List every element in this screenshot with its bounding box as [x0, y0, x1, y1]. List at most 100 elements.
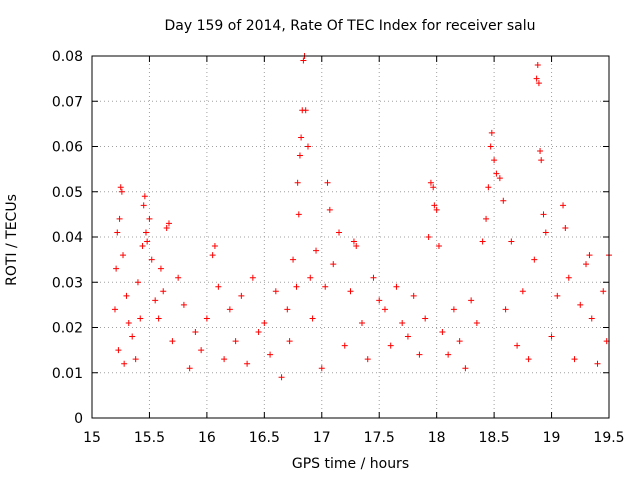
data-point: [226, 306, 233, 313]
data-point: [146, 215, 153, 222]
data-point: [137, 315, 144, 322]
x-tick-label: 19: [543, 430, 561, 446]
data-point: [435, 243, 442, 250]
data-point: [152, 297, 159, 304]
data-point: [132, 356, 139, 363]
data-point: [330, 261, 337, 268]
data-point: [322, 283, 329, 290]
data-point: [198, 347, 205, 354]
data-point: [192, 329, 199, 336]
data-point: [115, 347, 122, 354]
data-point: [341, 342, 348, 349]
data-point: [295, 211, 302, 218]
data-point: [272, 288, 279, 295]
data-point: [336, 229, 343, 236]
data-point: [376, 297, 383, 304]
data-point: [261, 319, 268, 326]
data-point: [111, 306, 118, 313]
data-point: [120, 252, 127, 259]
data-point: [302, 107, 309, 114]
data-point: [430, 184, 437, 191]
data-point: [318, 365, 325, 372]
data-point: [232, 338, 239, 345]
data-point: [456, 338, 463, 345]
data-point: [508, 238, 515, 245]
data-point: [491, 157, 498, 164]
data-point: [404, 333, 411, 340]
data-point: [439, 329, 446, 336]
data-point: [427, 179, 434, 186]
data-point: [211, 243, 218, 250]
data-point: [483, 215, 490, 222]
data-point: [298, 134, 305, 141]
data-point: [290, 256, 297, 263]
data-point: [267, 351, 274, 358]
data-point: [462, 365, 469, 372]
data-point: [422, 315, 429, 322]
data-point: [175, 274, 182, 281]
data-point: [326, 206, 333, 213]
data-point: [304, 143, 311, 150]
x-axis-label: GPS time / hours: [291, 456, 410, 472]
data-point: [533, 75, 540, 82]
data-point: [496, 175, 503, 182]
data-point: [583, 261, 590, 268]
data-point: [157, 265, 164, 272]
x-tick-label: 15: [83, 430, 101, 446]
data-point: [445, 351, 452, 358]
data-point: [540, 211, 547, 218]
data-point: [129, 333, 136, 340]
data-point: [571, 356, 578, 363]
data-point: [399, 319, 406, 326]
y-tick-label: 0.05: [52, 185, 83, 201]
data-point: [140, 202, 147, 209]
data-point: [238, 292, 245, 299]
data-point: [353, 243, 360, 250]
data-point: [479, 238, 486, 245]
data-point: [350, 238, 357, 245]
data-point: [433, 206, 440, 213]
x-tick-label: 16.5: [249, 430, 280, 446]
data-point: [488, 129, 495, 136]
data-point: [554, 292, 561, 299]
axes: 15 15.5 16 16.5 17 17.5 18 18.5 19 19.5 0 0.01 0.02 0…: [52, 49, 625, 446]
data-point: [148, 256, 155, 263]
data-point: [144, 238, 151, 245]
data-point: [286, 338, 293, 345]
grid: [92, 56, 609, 418]
data-point: [307, 274, 314, 281]
data-point: [142, 229, 149, 236]
data-point: [416, 351, 423, 358]
data-point: [249, 274, 256, 281]
data-point: [600, 288, 607, 295]
data-point: [473, 319, 480, 326]
data-point: [519, 288, 526, 295]
data-point: [155, 315, 162, 322]
y-tick-label: 0.01: [52, 366, 83, 382]
data-point: [493, 170, 500, 177]
data-point: [139, 243, 146, 250]
data-point: [387, 342, 394, 349]
data-point: [594, 360, 601, 367]
data-point: [296, 152, 303, 159]
data-point: [347, 288, 354, 295]
x-tick-label: 19.5: [593, 430, 624, 446]
data-point: [293, 283, 300, 290]
data-point: [278, 374, 285, 381]
data-point: [358, 319, 365, 326]
y-tick-label: 0.08: [52, 49, 83, 65]
data-point: [410, 292, 417, 299]
data-point: [160, 288, 167, 295]
data-point: [121, 360, 128, 367]
data-point: [113, 265, 120, 272]
data-point: [500, 197, 507, 204]
data-point: [542, 229, 549, 236]
data-point: [165, 220, 172, 227]
data-point: [134, 279, 141, 286]
data-point: [244, 360, 251, 367]
data-point: [116, 215, 123, 222]
data-point: [300, 57, 307, 64]
data-point: [186, 365, 193, 372]
data-point: [586, 252, 593, 259]
y-tick-label: 0.03: [52, 275, 83, 291]
